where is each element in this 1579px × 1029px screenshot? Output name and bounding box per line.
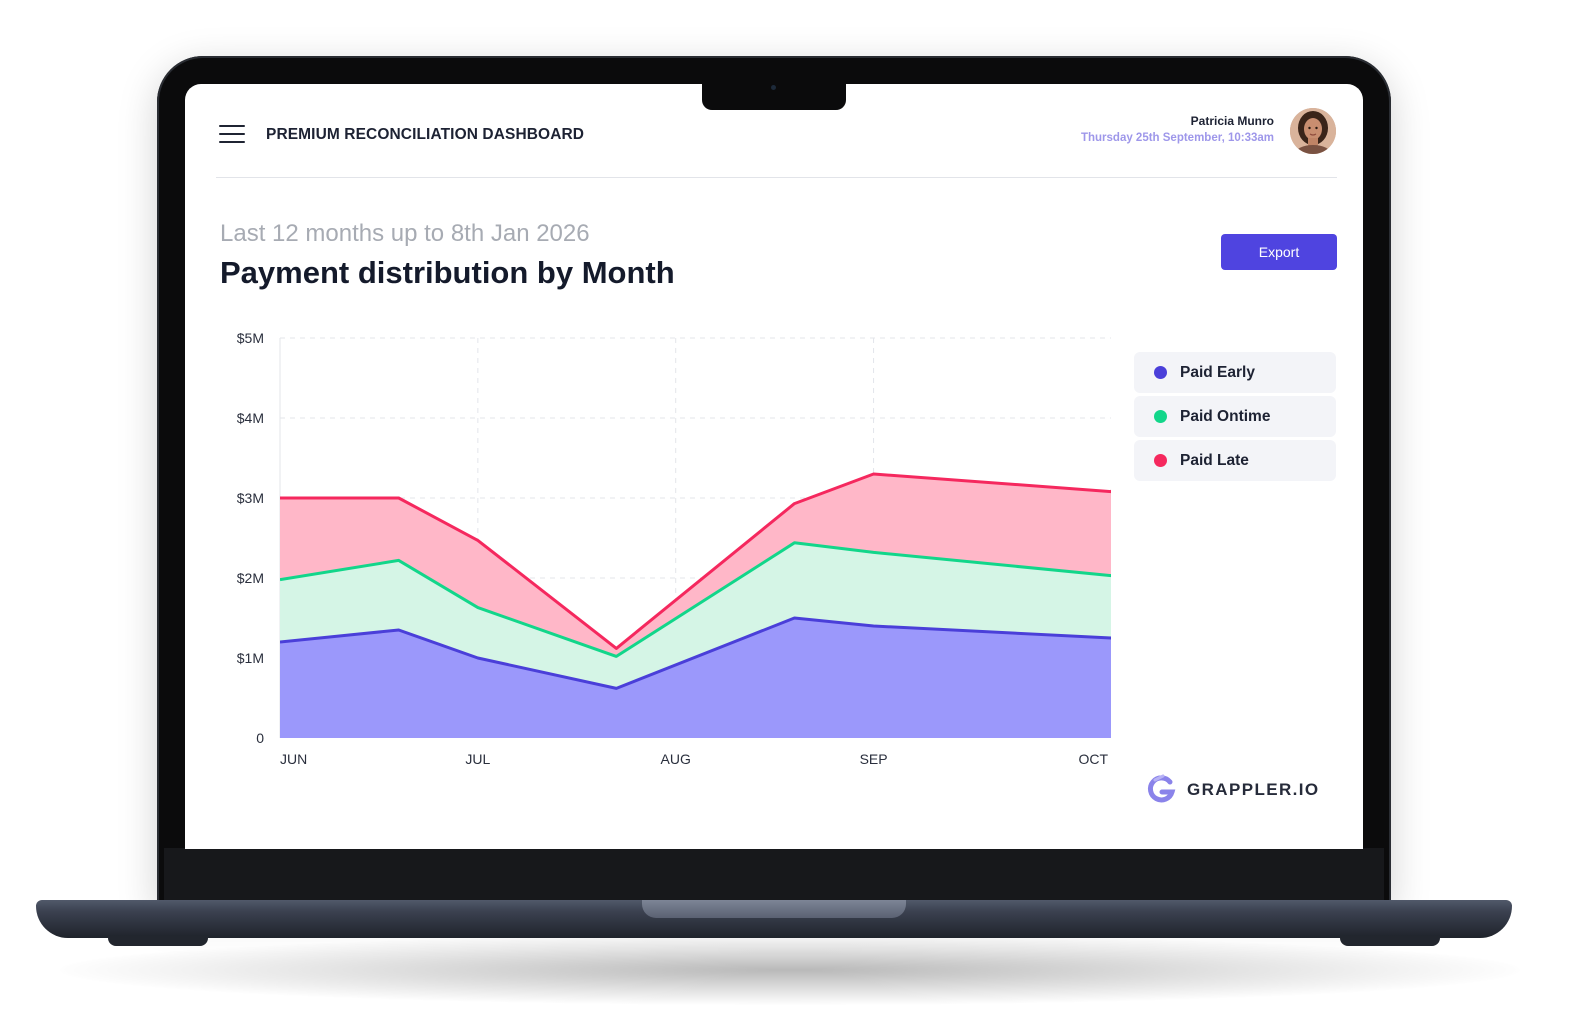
legend-item-paid-late[interactable]: Paid Late [1134, 440, 1336, 481]
legend-dot-icon [1154, 410, 1167, 423]
avatar[interactable] [1290, 108, 1336, 154]
laptop-base-notch [642, 900, 906, 918]
laptop-bezel-bottom [164, 848, 1384, 900]
brand-name: GRAPPLER.IO [1187, 780, 1320, 799]
header-divider [216, 177, 1337, 178]
laptop-foot-left [108, 936, 208, 946]
grappler-logo-icon [1147, 774, 1176, 803]
legend-label: Paid Late [1180, 451, 1249, 469]
legend-item-paid-early[interactable]: Paid Early [1134, 352, 1336, 393]
laptop-foot-right [1340, 936, 1440, 946]
chart-legend: Paid Early Paid Ontime Paid Late [1134, 352, 1336, 484]
chart-subtitle: Last 12 months up to 8th Jan 2026 [220, 220, 590, 247]
user-name: Patricia Munro [1190, 114, 1274, 128]
legend-dot-icon [1154, 454, 1167, 467]
camera-dot [771, 85, 776, 90]
menu-icon[interactable] [219, 125, 245, 145]
app-title: PREMIUM RECONCILIATION DASHBOARD [266, 126, 585, 143]
laptop-shadow [60, 935, 1520, 1005]
chart-title: Payment distribution by Month [220, 255, 675, 290]
user-datetime: Thursday 25th September, 10:33am [1080, 132, 1274, 144]
legend-label: Paid Ontime [1180, 407, 1271, 425]
export-button[interactable]: Export [1221, 234, 1337, 270]
brand-logo: GRAPPLER.IO [1145, 774, 1320, 806]
legend-dot-icon [1154, 366, 1167, 379]
legend-item-paid-ontime[interactable]: Paid Ontime [1134, 396, 1336, 437]
legend-label: Paid Early [1180, 363, 1255, 381]
